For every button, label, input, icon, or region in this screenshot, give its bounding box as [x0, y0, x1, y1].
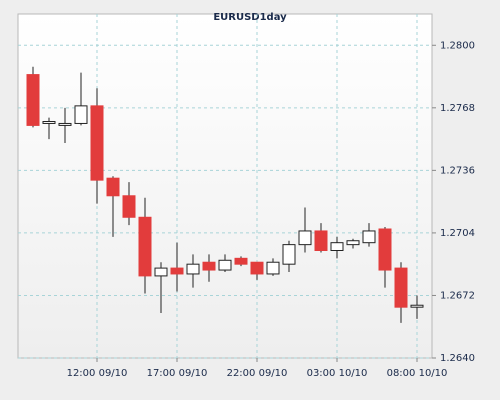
candle-body [346, 240, 360, 246]
y-tick-label: 1.2640 [440, 353, 475, 364]
candle-body [154, 267, 168, 277]
candle-body [394, 267, 408, 308]
candle-body [106, 177, 120, 197]
candle-body [74, 105, 88, 124]
candle-body [218, 259, 232, 271]
candle-body [122, 195, 136, 218]
y-tick-label: 1.2768 [440, 103, 475, 114]
candle-body [410, 304, 424, 308]
y-tick-label: 1.2800 [440, 40, 475, 51]
x-tick-label: 22:00 09/10 [227, 368, 288, 379]
candle-body [250, 261, 264, 275]
candle-body [58, 122, 72, 126]
candle-body [234, 257, 248, 265]
chart-title: EURUSD1day [213, 12, 287, 23]
y-tick-label: 1.2704 [440, 228, 475, 239]
candle-body [298, 230, 312, 246]
candle-body [186, 263, 200, 275]
x-tick-label: 17:00 09/10 [147, 368, 208, 379]
candle-body [202, 261, 216, 271]
y-tick-label: 1.2736 [440, 165, 475, 176]
y-tick-label: 1.2672 [440, 290, 475, 301]
candle-body [266, 261, 280, 275]
plot-area [17, 13, 433, 359]
candle-body [42, 121, 56, 124]
candle-body [26, 74, 40, 126]
candle-body [378, 228, 392, 271]
candle-body [314, 230, 328, 251]
candle-body [362, 230, 376, 244]
x-tick-label: 12:00 09/10 [67, 368, 128, 379]
x-tick-label: 08:00 10/10 [387, 368, 448, 379]
candle-body [138, 216, 152, 277]
candle-body [90, 105, 104, 181]
x-tick-label: 03:00 10/10 [307, 368, 368, 379]
candle-body [282, 244, 296, 265]
candle-body [170, 267, 184, 275]
candle-body [330, 242, 344, 252]
